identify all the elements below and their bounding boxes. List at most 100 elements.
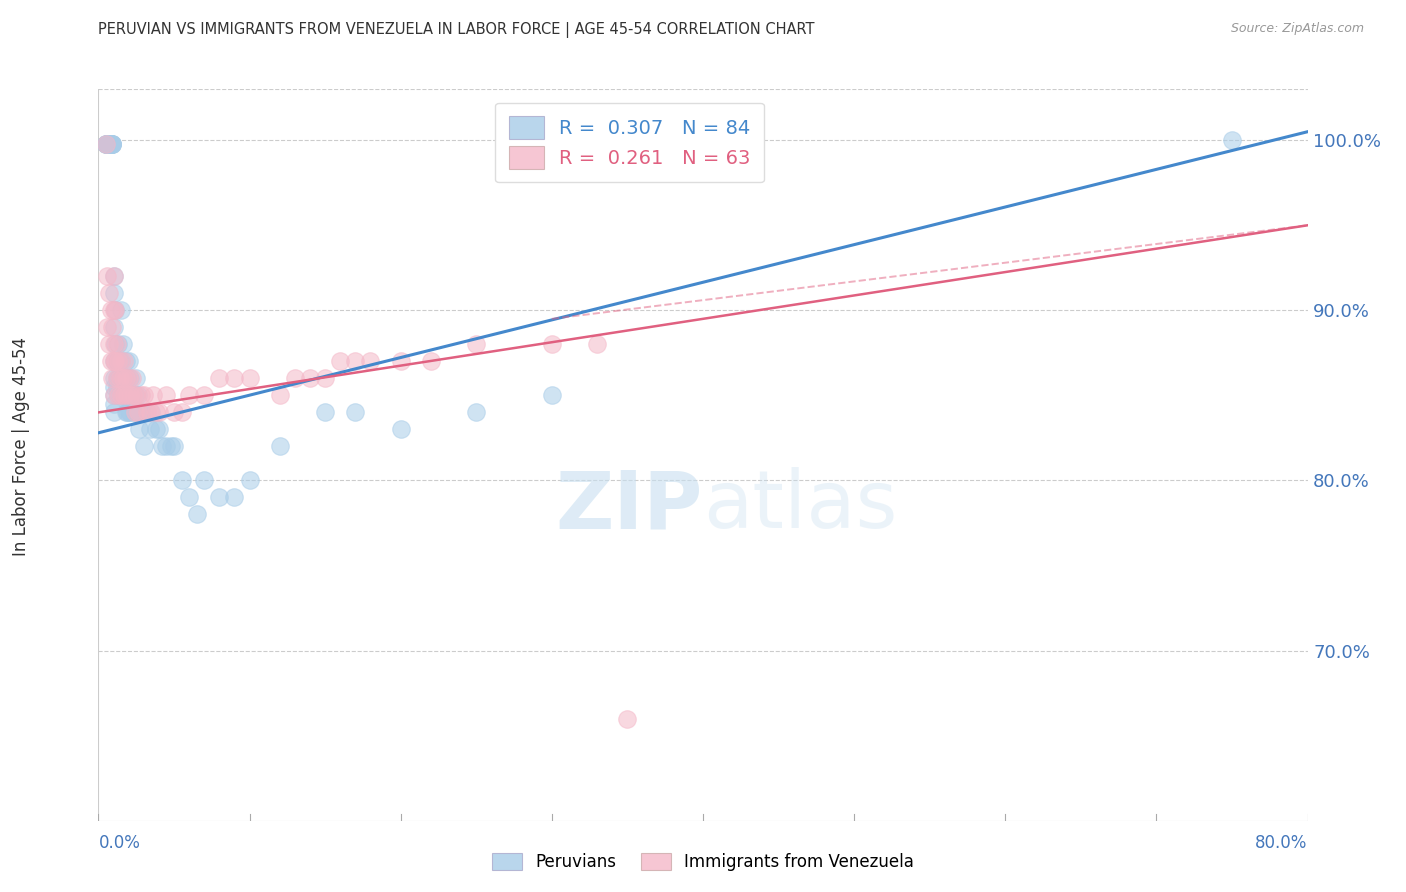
- Point: [540, 337, 562, 351]
- Point: [110, 388, 132, 402]
- Point: [193, 474, 215, 488]
- Point: [103, 269, 125, 284]
- Point: [103, 371, 125, 385]
- Point: [170, 474, 193, 488]
- Point: [104, 303, 127, 318]
- Point: [186, 508, 208, 522]
- Point: [101, 136, 124, 151]
- Point: [103, 388, 125, 402]
- Point: [100, 136, 122, 151]
- Legend: Peruvians, Immigrants from Venezuela: Peruvians, Immigrants from Venezuela: [484, 845, 922, 880]
- Point: [105, 371, 128, 385]
- Point: [108, 354, 131, 368]
- Point: [103, 269, 125, 284]
- Point: [103, 388, 125, 402]
- Point: [129, 388, 152, 402]
- Point: [389, 354, 412, 368]
- Point: [420, 354, 443, 368]
- Point: [101, 136, 124, 151]
- Point: [329, 354, 352, 368]
- Point: [224, 371, 246, 385]
- Point: [104, 303, 127, 318]
- Text: 80.0%: 80.0%: [1256, 834, 1308, 852]
- Point: [107, 388, 129, 402]
- Point: [120, 388, 142, 402]
- Point: [110, 388, 132, 402]
- Point: [104, 337, 127, 351]
- Point: [170, 405, 193, 419]
- Point: [103, 354, 125, 368]
- Point: [110, 354, 132, 368]
- Point: [100, 354, 122, 368]
- Point: [122, 405, 145, 419]
- Point: [124, 405, 146, 419]
- Point: [103, 286, 125, 301]
- Point: [110, 371, 132, 385]
- Point: [121, 371, 143, 385]
- Point: [145, 422, 167, 436]
- Point: [108, 371, 131, 385]
- Point: [98, 286, 121, 301]
- Point: [124, 388, 146, 402]
- Point: [96, 136, 118, 151]
- Point: [155, 439, 177, 453]
- Point: [105, 354, 128, 368]
- Point: [98, 136, 121, 151]
- Point: [107, 354, 129, 368]
- Text: 0.0%: 0.0%: [98, 834, 141, 852]
- Point: [118, 354, 141, 368]
- Point: [239, 371, 262, 385]
- Point: [115, 388, 138, 402]
- Point: [129, 405, 152, 419]
- Point: [101, 136, 124, 151]
- Point: [160, 439, 183, 453]
- Point: [101, 136, 124, 151]
- Point: [96, 136, 118, 151]
- Point: [135, 405, 157, 419]
- Text: ZIP: ZIP: [555, 467, 703, 545]
- Point: [103, 397, 125, 411]
- Point: [103, 337, 125, 351]
- Point: [101, 136, 124, 151]
- Point: [269, 388, 291, 402]
- Point: [125, 388, 148, 402]
- Point: [132, 388, 155, 402]
- Point: [127, 388, 149, 402]
- Point: [115, 371, 138, 385]
- Point: [1220, 133, 1243, 147]
- Point: [98, 337, 121, 351]
- Point: [94, 136, 117, 151]
- Point: [616, 712, 638, 726]
- Point: [314, 371, 336, 385]
- Point: [155, 388, 177, 402]
- Point: [98, 136, 121, 151]
- Point: [163, 405, 186, 419]
- Point: [110, 354, 132, 368]
- Point: [132, 405, 155, 419]
- Point: [111, 371, 134, 385]
- Point: [139, 422, 162, 436]
- Point: [101, 371, 124, 385]
- Point: [179, 388, 201, 402]
- Point: [125, 371, 148, 385]
- Point: [112, 388, 135, 402]
- Point: [269, 439, 291, 453]
- Point: [118, 388, 141, 402]
- Point: [112, 371, 135, 385]
- Point: [107, 371, 129, 385]
- Point: [111, 371, 134, 385]
- Point: [94, 136, 117, 151]
- Point: [148, 422, 170, 436]
- Point: [103, 320, 125, 334]
- Point: [104, 354, 127, 368]
- Point: [127, 405, 149, 419]
- Point: [111, 337, 134, 351]
- Point: [284, 371, 307, 385]
- Point: [148, 405, 170, 419]
- Point: [96, 136, 118, 151]
- Point: [120, 371, 142, 385]
- Point: [103, 380, 125, 394]
- Point: [121, 388, 143, 402]
- Point: [94, 136, 117, 151]
- Point: [114, 371, 136, 385]
